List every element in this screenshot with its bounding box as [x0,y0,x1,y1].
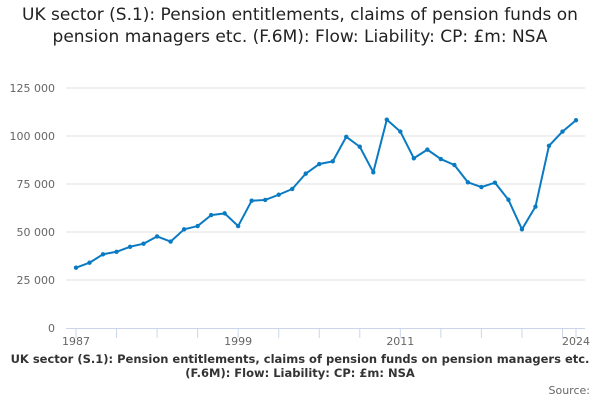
data-point [384,117,390,122]
x-tick-label: 1987 [62,335,90,348]
data-point [506,197,511,202]
data-point [438,156,444,162]
data-point [546,143,552,148]
data-point [290,186,295,192]
y-tick-label: 75 000 [17,178,56,191]
data-point [127,244,133,249]
data-point [533,204,538,209]
data-point [357,144,362,149]
x-tick-label: 2024 [562,335,590,348]
data-point [479,184,484,190]
data-point [492,180,498,185]
data-point [235,223,241,229]
y-tick-label: 100 000 [10,130,56,143]
y-tick-label: 50 000 [17,226,56,239]
data-point [398,129,403,134]
x-tick-label: 1999 [224,335,252,348]
data-point [168,239,173,244]
data-point [519,227,525,232]
data-point [100,252,106,257]
data-point [573,118,579,123]
data-point [181,227,187,232]
data-point [317,161,322,167]
data-point [249,198,254,203]
chart-title: UK sector (S.1): Pension entitlements, c… [22,5,578,47]
data-point [195,223,200,229]
data-point [276,192,281,197]
series-label: UK sector (S.1): Pension entitlements, c… [10,352,590,380]
data-point [141,241,146,246]
data-point [73,265,79,270]
data-point [208,212,214,218]
y-tick-label: 125 000 [10,82,56,95]
data-point [452,162,457,168]
y-tick-label: 25 000 [17,274,56,287]
x-tick-label: 2011 [386,335,414,348]
data-point [344,134,349,139]
data-point [465,180,471,185]
data-point [303,171,308,176]
source-label: Source: [548,384,591,397]
data-point [262,197,268,203]
data-point [560,129,565,134]
y-tick-label: 0 [48,322,55,335]
data-point [425,147,430,152]
data-point [114,249,119,254]
line-chart: 0 25 000 50 000 75 000 100 000 125 000 1987 199… [10,82,591,348]
data-point [222,211,227,216]
data-point [411,156,417,161]
data-point [371,170,376,175]
data-point [154,234,160,239]
data-point [330,159,335,164]
series-line [75,118,577,269]
data-point [87,260,92,265]
